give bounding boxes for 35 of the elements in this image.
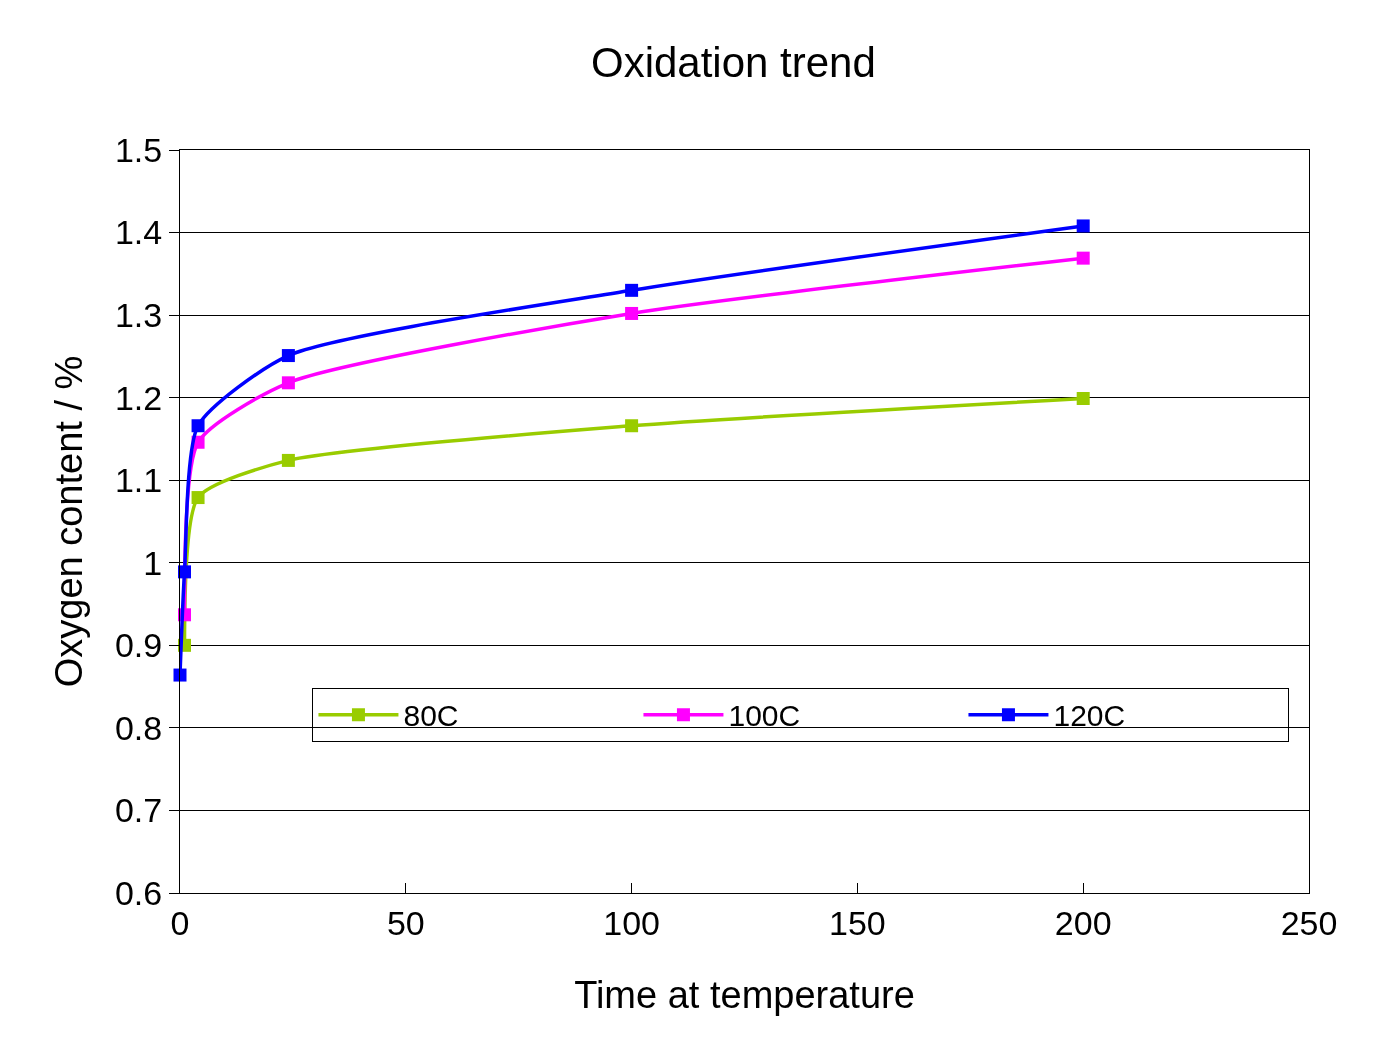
x-tick-label: 50 xyxy=(386,903,425,942)
x-tick-label: 100 xyxy=(603,903,660,942)
y-tick-label: 1.3 xyxy=(114,296,163,335)
x-tick-label: 150 xyxy=(829,903,886,942)
y-tick-label: 0.9 xyxy=(114,626,163,665)
legend-label: 100C xyxy=(728,699,801,733)
y-tick-label: 1.1 xyxy=(114,461,163,500)
point xyxy=(1076,219,1090,233)
point xyxy=(625,283,639,297)
point xyxy=(281,376,295,390)
y-tick-label: 1 xyxy=(143,543,163,582)
y-tick-label: 0.7 xyxy=(114,791,163,830)
point xyxy=(281,349,295,363)
point xyxy=(1076,391,1090,405)
legend-label: 120C xyxy=(1053,699,1126,733)
point xyxy=(281,453,295,467)
point xyxy=(1076,251,1090,265)
point xyxy=(191,419,205,433)
y-tick-label: 1.5 xyxy=(114,130,163,169)
y-tick-label: 1.4 xyxy=(114,213,163,252)
point xyxy=(625,419,639,433)
y-axis-title: Oxygen content / % xyxy=(48,355,91,688)
y-tick-label: 1.2 xyxy=(114,378,163,417)
y-tick-label: 0.8 xyxy=(114,708,163,747)
point xyxy=(191,491,205,505)
legend-label: 80C xyxy=(403,699,459,733)
x-tick-label: 200 xyxy=(1054,903,1112,942)
point xyxy=(625,306,639,320)
x-tick-label: 0 xyxy=(170,903,190,942)
chart-title: Oxidation trend xyxy=(590,39,876,87)
y-tick-label: 0.6 xyxy=(114,873,163,912)
x-axis-title: Time at temperature xyxy=(574,973,915,1016)
x-tick-label: 250 xyxy=(1280,903,1338,942)
point xyxy=(173,668,187,682)
point xyxy=(178,565,192,579)
